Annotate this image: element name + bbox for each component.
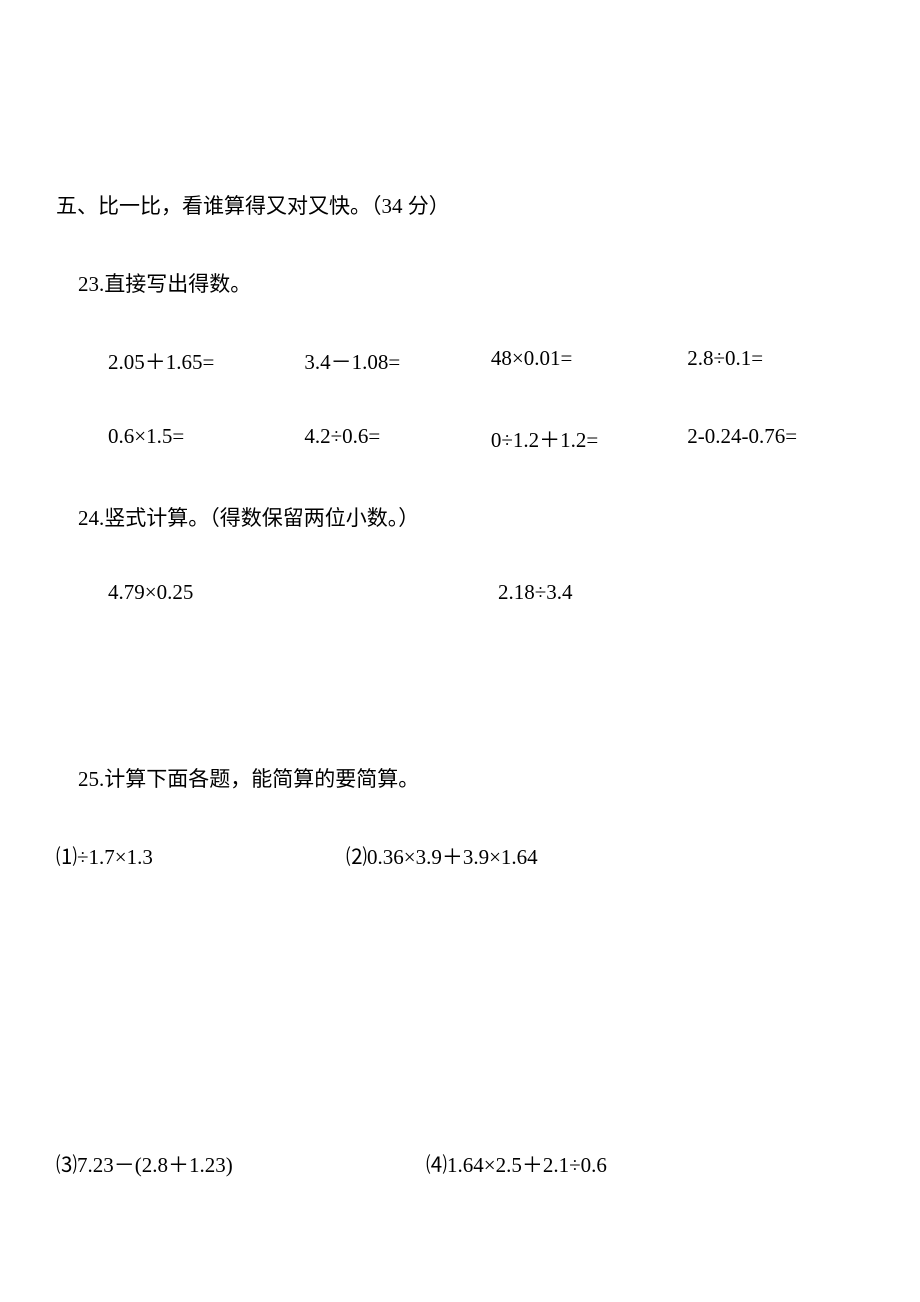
- q23-r2-c2: 4.2÷0.6=: [304, 424, 491, 454]
- q23-r1-c2: 3.4－1.08=: [304, 346, 491, 376]
- q23-row-2: 0.6×1.5= 4.2÷0.6= 0÷1.2＋1.2= 2-0.24-0.76…: [108, 424, 864, 454]
- q23-r2-c3: 0÷1.2＋1.2=: [491, 424, 687, 454]
- q25-r1-c1: ⑴÷1.7×1.3: [56, 841, 346, 871]
- workspace-spacer-1: [56, 653, 864, 763]
- q25-r2-c1: ⑶7.23－(2.8＋1.23): [56, 1149, 426, 1179]
- q25-r1-c2: ⑵0.36×3.9＋3.9×1.64: [346, 841, 746, 871]
- q23-r2-c1: 0.6×1.5=: [108, 424, 304, 454]
- q24-r1-c1: 4.79×0.25: [108, 580, 498, 605]
- q25-r2-c2: ⑷1.64×2.5＋2.1÷0.6: [426, 1149, 826, 1179]
- q23-heading: 23.直接写出得数。: [78, 268, 864, 298]
- q25-row-1: ⑴÷1.7×1.3 ⑵0.36×3.9＋3.9×1.64: [56, 841, 864, 871]
- q25-row-2: ⑶7.23－(2.8＋1.23) ⑷1.64×2.5＋2.1÷0.6: [56, 1149, 864, 1179]
- q24-r1-c2: 2.18÷3.4: [498, 580, 798, 605]
- workspace-spacer-2: [56, 919, 864, 1149]
- q24-heading: 24.竖式计算。（得数保留两位小数。）: [78, 502, 864, 532]
- q23-r1-c4: 2.8÷0.1=: [687, 346, 864, 376]
- page-content: 五、比一比，看谁算得又对又快。（34 分） 23.直接写出得数。 2.05＋1.…: [0, 0, 920, 1179]
- q23-row-1: 2.05＋1.65= 3.4－1.08= 48×0.01= 2.8÷0.1=: [108, 346, 864, 376]
- q23-r1-c1: 2.05＋1.65=: [108, 346, 304, 376]
- q23-r2-c4: 2-0.24-0.76=: [687, 424, 864, 454]
- section-5-title: 五、比一比，看谁算得又对又快。（34 分）: [56, 190, 864, 220]
- q25-heading: 25.计算下面各题，能简算的要简算。: [78, 763, 864, 793]
- q23-r1-c3: 48×0.01=: [491, 346, 687, 376]
- q24-row-1: 4.79×0.25 2.18÷3.4: [108, 580, 864, 605]
